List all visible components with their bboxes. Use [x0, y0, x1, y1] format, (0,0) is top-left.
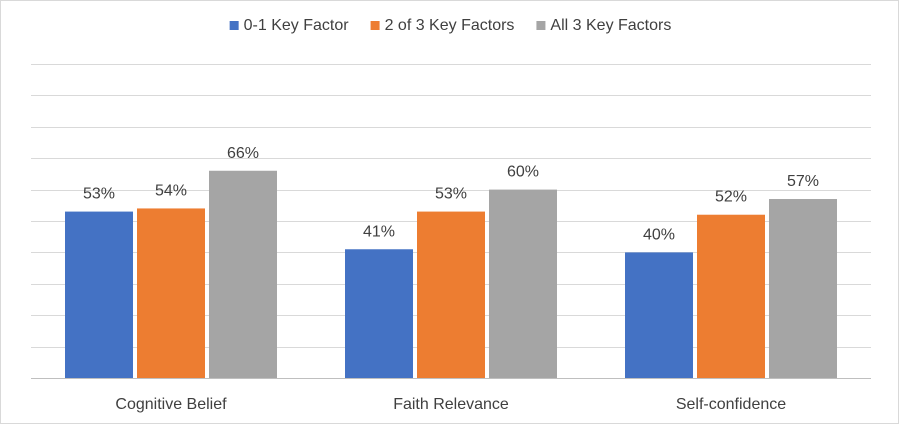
data-label: 41%: [363, 223, 395, 240]
data-label: 54%: [155, 182, 187, 199]
legend-item: All 3 Key Factors: [536, 17, 671, 34]
bar: [417, 211, 485, 378]
legend-label: 2 of 3 Key Factors: [385, 17, 515, 34]
legend-swatch: [536, 21, 546, 30]
legend-item: 2 of 3 Key Factors: [370, 17, 515, 34]
legend: 0-1 Key Factor 2 of 3 Key Factors All 3 Ke…: [229, 17, 671, 34]
category-labels: Cognitive Belief Faith Relevance Self-conf…: [115, 396, 786, 413]
bar: [769, 199, 837, 378]
bar: [345, 249, 413, 378]
category-label: Faith Relevance: [393, 396, 509, 413]
data-label: 52%: [715, 189, 747, 206]
legend-swatch: [370, 21, 380, 30]
bar: [625, 252, 693, 378]
bar: [489, 189, 557, 378]
data-label: 53%: [83, 186, 115, 203]
category-label: Cognitive Belief: [115, 396, 227, 413]
data-label: 57%: [787, 173, 819, 190]
bar: [137, 208, 205, 378]
bar: [209, 170, 277, 378]
legend-swatch: [229, 21, 239, 30]
data-labels: 53% 54% 66% 41% 53% 60% 40% 52% 57%: [83, 145, 819, 244]
legend-label: 0-1 Key Factor: [244, 17, 350, 34]
data-label: 53%: [435, 186, 467, 203]
legend-label: All 3 Key Factors: [550, 17, 671, 34]
bar: [65, 211, 133, 378]
data-label: 60%: [507, 164, 539, 181]
data-label: 66%: [227, 145, 259, 162]
bars: [65, 170, 837, 378]
bar: [697, 214, 765, 378]
data-label: 40%: [643, 226, 675, 243]
category-label: Self-confidence: [676, 396, 786, 413]
legend-item: 0-1 Key Factor: [229, 17, 350, 34]
